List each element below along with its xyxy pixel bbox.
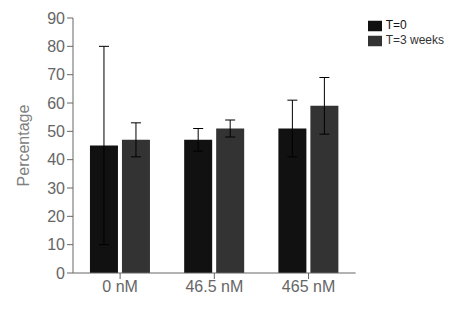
svg-text:50: 50	[47, 123, 65, 140]
svg-text:465 nM: 465 nM	[282, 278, 335, 295]
svg-text:90: 90	[47, 10, 65, 27]
svg-text:60: 60	[47, 95, 65, 112]
svg-text:20: 20	[47, 208, 65, 225]
svg-text:46.5 nM: 46.5 nM	[185, 278, 243, 295]
svg-text:Percentage: Percentage	[15, 104, 32, 186]
svg-text:70: 70	[47, 66, 65, 83]
html-text:T=0: T=0	[385, 18, 407, 32]
svg-text:10: 10	[47, 236, 65, 253]
svg-text:80: 80	[47, 38, 65, 55]
svg-text:0: 0	[56, 265, 65, 282]
svg-text:30: 30	[47, 180, 65, 197]
html-text:T=3 weeks: T=3 weeks	[385, 32, 444, 47]
svg-text:0 nM: 0 nM	[102, 278, 138, 295]
svg-text:40: 40	[47, 151, 65, 168]
